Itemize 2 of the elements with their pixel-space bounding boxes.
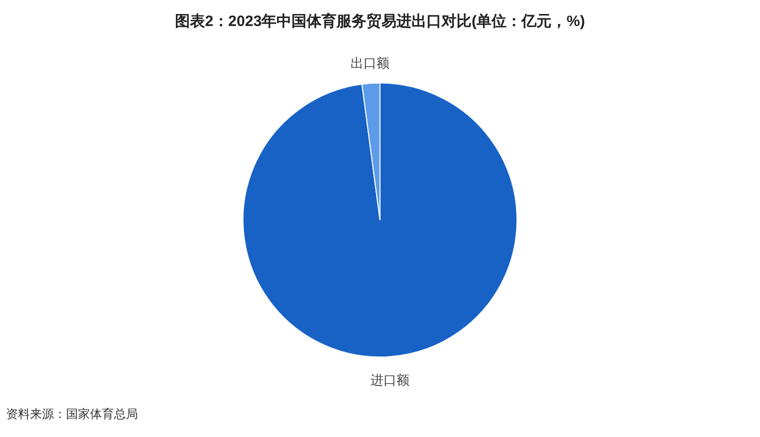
annotation: 资料来源：国家体育总局 xyxy=(6,407,138,421)
title: 图表2：2023年中国体育服务贸易进出口对比(单位：亿元，%) xyxy=(174,13,586,30)
